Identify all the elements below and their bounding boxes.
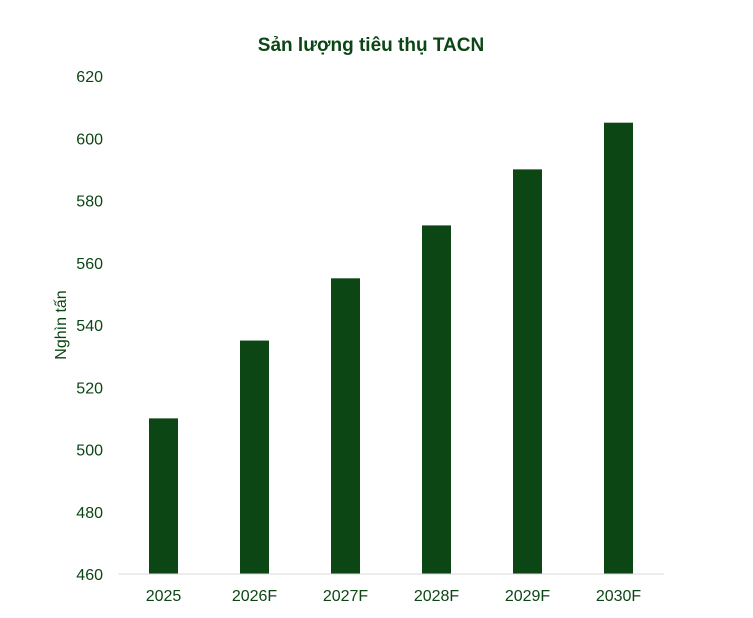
y-tick-label: 560 [76,256,103,273]
chart-title: Sản lượng tiêu thụ TACN [258,35,484,56]
x-tick-label: 2026F [232,588,278,605]
x-axis-ticks: 2025 2026F 2027F 2028F 2029F 2030F [146,588,642,605]
bar-2030F [604,122,633,574]
y-axis-label: Nghìn tấn [53,290,70,359]
y-tick-label: 540 [76,318,103,335]
bar-2027F [331,278,360,574]
x-tick-label: 2025 [146,588,182,605]
bar-2026F [240,340,269,574]
bar-2029F [513,169,542,574]
bars-group [149,122,633,574]
y-tick-label: 620 [76,69,103,86]
bar-2028F [422,225,451,574]
x-tick-label: 2029F [505,588,551,605]
x-tick-label: 2027F [323,588,369,605]
y-tick-label: 580 [76,194,103,211]
y-axis-ticks: 460 480 500 520 540 560 580 600 620 [76,69,103,584]
y-tick-label: 520 [76,380,103,397]
y-tick-label: 480 [76,505,103,522]
y-tick-label: 600 [76,131,103,148]
y-tick-label: 460 [76,567,103,584]
x-tick-label: 2028F [414,588,460,605]
y-tick-label: 500 [76,443,103,460]
x-tick-label: 2030F [596,588,642,605]
bar-2025 [149,418,178,574]
